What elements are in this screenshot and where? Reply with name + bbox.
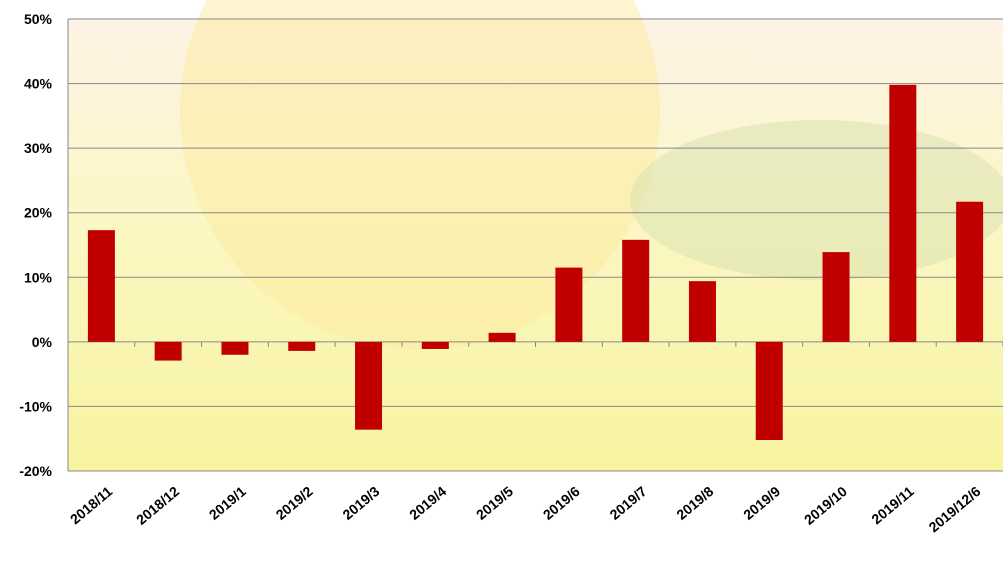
bar	[288, 341, 316, 351]
x-tick-label: 2019/9	[740, 483, 783, 523]
bar	[688, 281, 716, 342]
x-tick-label: 2019/5	[473, 483, 516, 523]
y-tick-label: 10%	[24, 269, 53, 285]
y-tick-label: -10%	[19, 398, 52, 414]
x-tick-label: 2018/11	[67, 483, 116, 527]
x-tick-label: 2019/12/6	[926, 483, 984, 535]
x-tick-label: 2019/3	[339, 483, 382, 523]
bar	[421, 341, 449, 349]
bar	[956, 201, 984, 342]
x-tick-label: 2019/4	[406, 483, 449, 523]
x-tick-label: 2018/12	[133, 483, 182, 528]
bar	[87, 230, 115, 342]
bar	[355, 341, 383, 430]
bar	[488, 332, 516, 342]
bar	[555, 267, 583, 342]
orange-decoration	[180, 0, 660, 350]
x-tick-label: 2019/10	[801, 483, 850, 528]
bar	[822, 252, 850, 342]
y-tick-label: 30%	[24, 140, 53, 156]
x-tick-label: 2019/2	[273, 483, 316, 523]
y-tick-label: 0%	[32, 334, 53, 350]
y-tick-label: 50%	[24, 11, 53, 27]
x-tick-label: 2019/11	[868, 483, 917, 527]
bar	[889, 84, 917, 342]
x-tick-label: 2019/8	[673, 483, 716, 523]
y-tick-label: 40%	[24, 76, 53, 92]
bar	[755, 341, 783, 441]
bar	[622, 239, 650, 342]
x-tick-label: 2019/1	[206, 483, 249, 523]
leaf-decoration	[630, 120, 1003, 280]
y-tick-label: -20%	[19, 463, 52, 479]
bar	[221, 341, 249, 355]
bar	[154, 341, 182, 361]
y-tick-label: 20%	[24, 205, 53, 221]
x-tick-label: 2019/6	[540, 483, 583, 523]
x-tick-label: 2019/7	[607, 483, 650, 523]
